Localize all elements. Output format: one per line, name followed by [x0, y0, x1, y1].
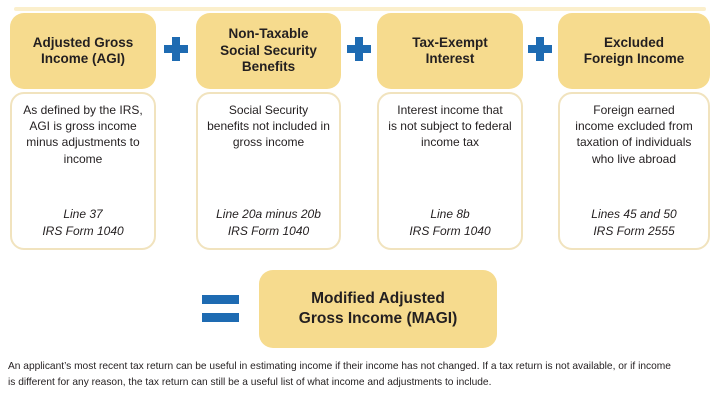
plus-icon [528, 37, 552, 61]
foreign-income-title: Excluded Foreign Income [583, 34, 685, 66]
tax-exempt-title: Tax-Exempt Interest [412, 34, 488, 66]
column-tax-exempt-interest: Tax-Exempt Interest Interest income that i… [377, 13, 523, 250]
tax-exempt-body: Interest income that is not subject to fe… [377, 92, 523, 250]
foreign-income-body: Foreign earned income excluded from taxati… [558, 92, 710, 250]
tax-exempt-description: Interest income that is not subject to fe… [388, 103, 512, 150]
plus-icon [347, 37, 371, 61]
equals-bar-top [202, 295, 239, 304]
social-security-form-reference: Line 20a minus 20b IRS Form 1040 [216, 207, 321, 239]
agi-title: Adjusted Gross Income (AGI) [32, 34, 134, 66]
foreign-income-form-reference: Lines 45 and 50 IRS Form 2555 [591, 207, 677, 239]
social-security-body: Social Security benefits not included in g… [196, 92, 341, 250]
plus-icon [164, 37, 188, 61]
column-agi: Adjusted Gross Income (AGI) As defined by… [10, 13, 156, 250]
tax-exempt-form-reference: Line 8b IRS Form 1040 [409, 207, 491, 239]
agi-form-reference: Line 37 IRS Form 1040 [42, 207, 124, 239]
equals-bar-bottom [202, 313, 239, 322]
column-social-security: Non-Taxable Social Security Benefits Socia… [196, 13, 341, 250]
social-security-description: Social Security benefits not included in g… [207, 103, 330, 150]
plus-bar-vertical [355, 37, 363, 61]
plus-bar-vertical [172, 37, 180, 61]
agi-header: Adjusted Gross Income (AGI) [10, 13, 156, 89]
foreign-income-description: Foreign earned income excluded from taxati… [575, 103, 693, 166]
magi-result-box: Modified Adjusted Gross Income (MAGI) [259, 270, 497, 348]
magi-result-title: Modified Adjusted Gross Income (MAGI) [298, 289, 458, 327]
agi-body: As defined by the IRS, AGI is gross incom… [10, 92, 156, 250]
social-security-header: Non-Taxable Social Security Benefits [196, 13, 341, 89]
social-security-title: Non-Taxable Social Security Benefits [220, 26, 317, 75]
agi-description: As defined by the IRS, AGI is gross incom… [23, 103, 143, 166]
plus-bar-vertical [536, 37, 544, 61]
equals-icon [202, 295, 239, 323]
column-foreign-income: Excluded Foreign Income Foreign earned inc… [558, 13, 710, 250]
footnote: An applicant’s most recent tax return ca… [8, 361, 671, 389]
foreign-income-header: Excluded Foreign Income [558, 13, 710, 89]
cropped-banner-edge [14, 7, 706, 11]
tax-exempt-header: Tax-Exempt Interest [377, 13, 523, 89]
